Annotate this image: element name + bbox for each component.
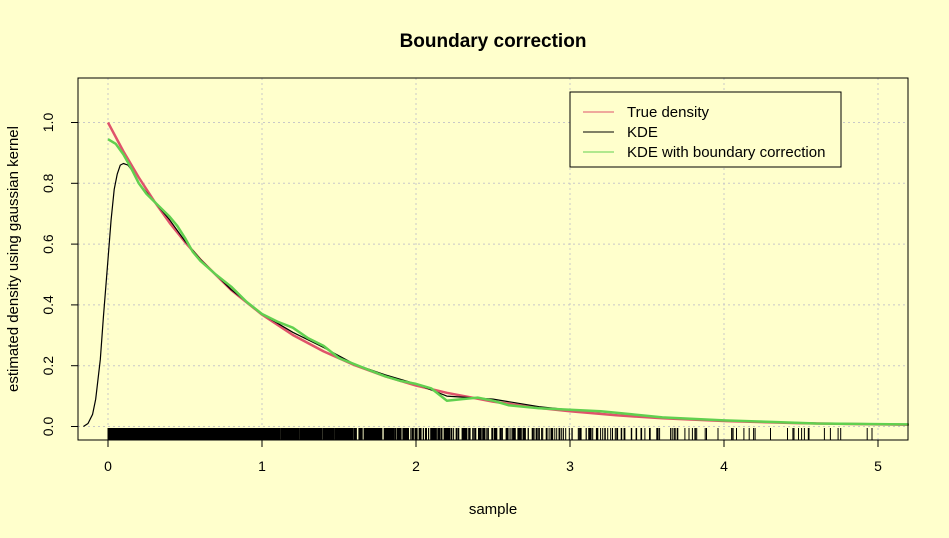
y-tick-label-3: 0.6 [40, 234, 56, 254]
series-line-true-density [106, 121, 909, 426]
legend: True density KDE KDE with boundary correct… [569, 91, 842, 168]
y-tick-label-4: 0.8 [40, 173, 56, 193]
rug-path [107, 428, 873, 440]
x-tick-label-0: 0 [104, 458, 112, 474]
y-tick-label-2: 0.4 [40, 295, 56, 315]
y-tick-label-5: 1.0 [40, 113, 56, 133]
x-axis-label: sample [469, 501, 517, 518]
x-tick-label-5: 5 [874, 458, 882, 474]
x-tick-label-4: 4 [720, 458, 728, 474]
x-tick-label-3: 3 [566, 458, 574, 474]
legend-label-1: KDE [627, 124, 658, 141]
chart-title: Boundary correction [400, 31, 587, 52]
y-tick-label-1: 0.2 [40, 356, 56, 376]
rug-marks [107, 428, 873, 440]
y-tick-label-0: 0.0 [40, 417, 56, 437]
legend-label-2: KDE with boundary correction [627, 144, 825, 161]
x-tick-label-2: 2 [412, 458, 420, 474]
y-axis-label: estimated density using gaussian kernel [5, 126, 22, 392]
x-axis: 0 1 2 3 4 5 [104, 439, 882, 474]
series-lines [83, 121, 909, 428]
legend-label-0: True density [627, 104, 709, 121]
legend-box [569, 91, 842, 168]
series-line-kde [83, 162, 909, 428]
series-line-kde-with-boundary-correction [107, 138, 909, 426]
y-axis: 0.0 0.2 0.4 0.6 0.8 1.0 [40, 113, 79, 437]
x-tick-label-1: 1 [258, 458, 266, 474]
